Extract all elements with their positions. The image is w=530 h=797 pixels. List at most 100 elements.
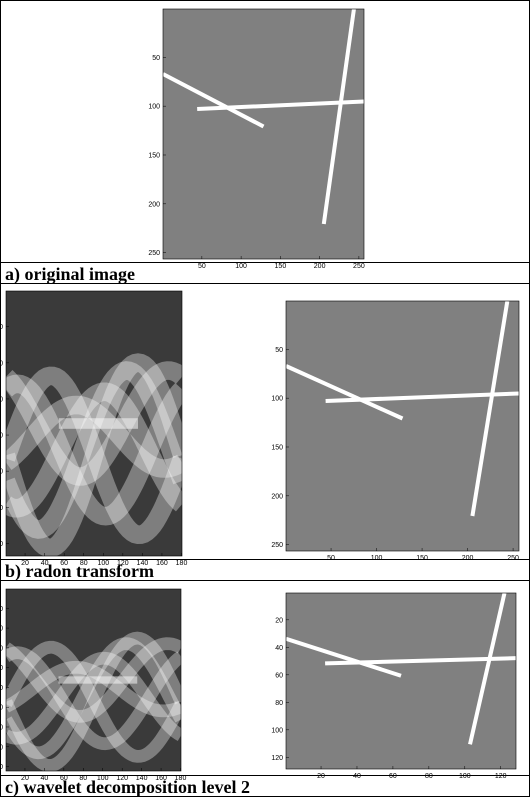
- sinogram-band: [6, 660, 181, 718]
- image-background: [163, 9, 364, 259]
- plot-frame: [285, 592, 517, 770]
- x-tick-label: 100: [459, 773, 471, 780]
- sinogram-band: [6, 361, 182, 486]
- x-tick-label: 20: [317, 773, 325, 780]
- y-tick-label: 250: [271, 542, 283, 549]
- caption: a) original image: [1, 262, 529, 284]
- image-line: [286, 364, 404, 421]
- plot-image: [6, 589, 181, 771]
- plot-frame: [285, 300, 520, 552]
- y-tick-label: 60: [1, 645, 3, 652]
- x-tick-label: 160: [155, 775, 167, 782]
- y-tick-label: 100: [148, 104, 160, 111]
- x-tick-label: 40: [41, 775, 49, 782]
- x-tick-label: 100: [235, 263, 247, 270]
- y-tick-label: 40: [275, 645, 283, 652]
- x-tick-label: 40: [353, 773, 361, 780]
- sinogram-band: [6, 637, 181, 723]
- image-line: [197, 99, 364, 111]
- y-tick-label: 250: [1, 469, 3, 476]
- y-tick-label: 80: [1, 665, 3, 672]
- x-tick-label: 120: [495, 773, 507, 780]
- y-tick-label: 140: [1, 724, 3, 731]
- sinogram-band: [6, 366, 182, 545]
- x-tick-label: 60: [60, 775, 68, 782]
- sinogram-band: [6, 646, 181, 751]
- y-tick-label: 350: [1, 541, 3, 548]
- y-tick-label: 120: [1, 705, 3, 712]
- x-tick-label: 20: [21, 560, 29, 567]
- y-tick-label: 100: [1, 685, 3, 692]
- x-tick-label: 180: [175, 775, 187, 782]
- x-tick-label: 140: [136, 775, 148, 782]
- image-line: [470, 301, 510, 517]
- image-line: [163, 72, 265, 129]
- x-tick-label: 120: [116, 775, 128, 782]
- sinogram-band: [6, 353, 182, 556]
- y-tick-label: 100: [271, 396, 283, 403]
- sinogram-band: [6, 640, 181, 763]
- y-tick-label: 200: [1, 433, 3, 440]
- y-tick-label: 20: [1, 606, 3, 613]
- y-tick-label: 80: [275, 700, 283, 707]
- x-tick-label: 250: [353, 263, 365, 270]
- x-tick-label: 250: [507, 555, 519, 562]
- y-tick-label: 150: [148, 152, 160, 159]
- sinogram-band: [6, 395, 182, 478]
- sinogram-band: [58, 676, 138, 684]
- image-background: [286, 593, 516, 769]
- y-tick-label: 100: [271, 727, 283, 734]
- y-tick-label: 100: [1, 360, 3, 367]
- plot-frame: [5, 588, 182, 772]
- caption: b) radon transform: [1, 559, 529, 581]
- y-tick-label: 40: [1, 626, 3, 633]
- x-tick-label: 20: [21, 775, 29, 782]
- y-tick-label: 160: [1, 744, 3, 751]
- y-tick-label: 150: [1, 396, 3, 403]
- y-tick-label: 250: [148, 250, 160, 257]
- y-tick-label: 50: [1, 324, 3, 331]
- x-tick-label: 100: [97, 560, 109, 567]
- plot-image: [6, 291, 182, 556]
- image-line: [286, 636, 402, 678]
- x-tick-label: 180: [176, 560, 188, 567]
- x-tick-label: 60: [389, 773, 397, 780]
- image-line: [321, 9, 356, 225]
- image-background: [286, 301, 519, 551]
- plot-image: [163, 9, 364, 259]
- x-tick-label: 150: [416, 555, 428, 562]
- x-tick-label: 80: [425, 773, 433, 780]
- x-tick-label: 150: [275, 263, 287, 270]
- x-tick-label: 140: [137, 560, 149, 567]
- x-tick-label: 80: [80, 560, 88, 567]
- sinogram-band: [6, 374, 182, 526]
- x-tick-label: 60: [60, 560, 68, 567]
- plot-image: [286, 301, 519, 551]
- x-tick-label: 80: [79, 775, 87, 782]
- x-tick-label: 50: [198, 263, 206, 270]
- sinogram-band: [6, 651, 181, 745]
- y-tick-label: 60: [275, 672, 283, 679]
- image-line: [325, 391, 519, 403]
- y-tick-label: 200: [148, 201, 160, 208]
- y-tick-label: 50: [152, 55, 160, 62]
- y-tick-label: 200: [271, 493, 283, 500]
- plot-image: [286, 593, 516, 769]
- x-tick-label: 100: [97, 775, 109, 782]
- x-tick-label: 50: [327, 555, 335, 562]
- caption: c) wavelet decomposition level 2: [1, 775, 529, 796]
- y-tick-label: 20: [275, 617, 283, 624]
- x-tick-label: 160: [156, 560, 168, 567]
- x-tick-label: 200: [462, 555, 474, 562]
- sinogram-band: [6, 631, 181, 771]
- x-tick-label: 120: [117, 560, 129, 567]
- x-tick-label: 100: [371, 555, 383, 562]
- y-tick-label: 150: [271, 444, 283, 451]
- y-tick-label: 300: [1, 505, 3, 512]
- x-tick-label: 200: [314, 263, 326, 270]
- y-tick-label: 50: [275, 347, 283, 354]
- sinogram-band: [6, 382, 182, 518]
- plot-frame: [162, 8, 365, 260]
